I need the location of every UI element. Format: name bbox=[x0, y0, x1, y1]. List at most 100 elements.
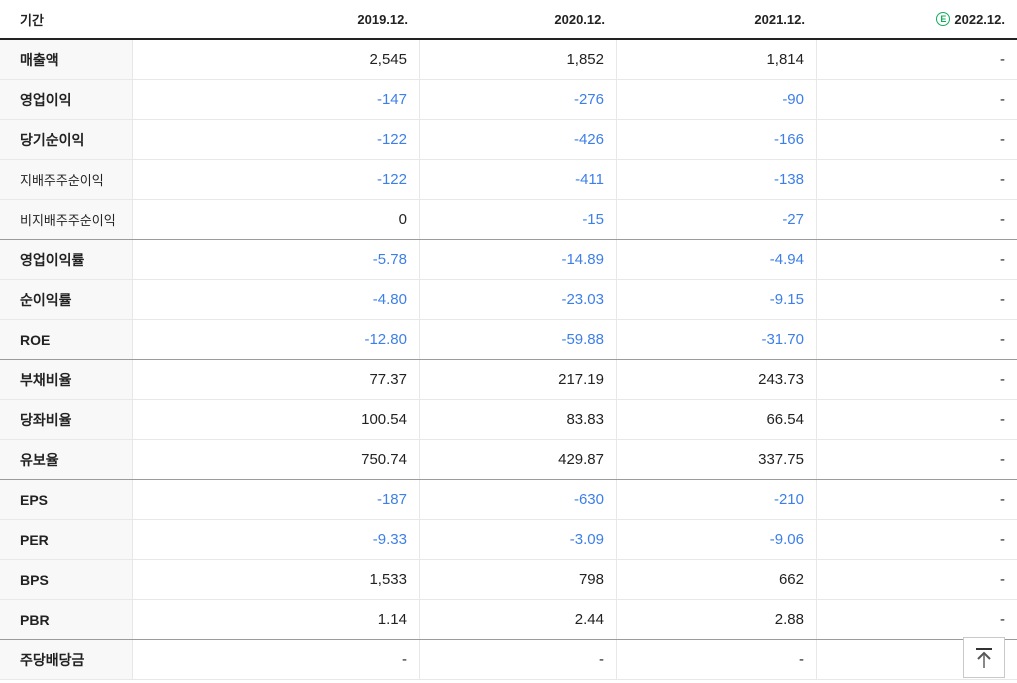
value-cell: - bbox=[817, 80, 1017, 119]
value-cell: -630 bbox=[420, 480, 617, 519]
value-cell: -4.94 bbox=[617, 240, 817, 279]
value-cell: -411 bbox=[420, 160, 617, 199]
value-cell: - bbox=[817, 120, 1017, 159]
value-cell: - bbox=[817, 320, 1017, 359]
value-cell: 1.14 bbox=[133, 600, 420, 639]
table-row: ROE -12.80 -59.88 -31.70- bbox=[0, 320, 1017, 360]
year-column-header-4-estimate: E 2022.12. bbox=[817, 12, 1017, 27]
table-row: 당좌비율 100.54 83.83 66.54- bbox=[0, 400, 1017, 440]
value-cell: -276 bbox=[420, 80, 617, 119]
table-row: 주당배당금---- bbox=[0, 640, 1017, 680]
value-cell: -4.80 bbox=[133, 280, 420, 319]
value-cell: 77.37 bbox=[133, 360, 420, 399]
value-cell: 2.88 bbox=[617, 600, 817, 639]
value-cell: - bbox=[133, 640, 420, 679]
table-row: 매출액 2,545 1,852 1,814- bbox=[0, 40, 1017, 80]
row-label: 매출액 bbox=[0, 40, 133, 79]
row-label: 순이익률 bbox=[0, 280, 133, 319]
value-cell: 83.83 bbox=[420, 400, 617, 439]
value-cell: -9.06 bbox=[617, 520, 817, 559]
table-row: 지배주주순이익 -122 -411 -138- bbox=[0, 160, 1017, 200]
value-cell: -187 bbox=[133, 480, 420, 519]
value-cell: - bbox=[420, 640, 617, 679]
table-row: 부채비율 77.37 217.19 243.73- bbox=[0, 360, 1017, 400]
value-cell: 0 bbox=[133, 200, 420, 239]
value-cell: -90 bbox=[617, 80, 817, 119]
row-label: 당기순이익 bbox=[0, 120, 133, 159]
year-label: 2022.12. bbox=[954, 11, 1005, 27]
row-label: ROE bbox=[0, 320, 133, 359]
value-cell: - bbox=[817, 200, 1017, 239]
value-cell: 66.54 bbox=[617, 400, 817, 439]
value-cell: -3.09 bbox=[420, 520, 617, 559]
value-cell: 1,814 bbox=[617, 40, 817, 79]
row-label: EPS bbox=[0, 480, 133, 519]
value-cell: -5.78 bbox=[133, 240, 420, 279]
value-cell: - bbox=[817, 560, 1017, 599]
value-cell: 243.73 bbox=[617, 360, 817, 399]
value-cell: 662 bbox=[617, 560, 817, 599]
table-header-row: 기간 2019.12. 2020.12. 2021.12. E 2022.12. bbox=[0, 0, 1017, 40]
year-column-header-3: 2021.12. bbox=[617, 12, 817, 27]
year-column-header-1: 2019.12. bbox=[133, 12, 420, 27]
value-cell: - bbox=[817, 440, 1017, 479]
value-cell: -15 bbox=[420, 200, 617, 239]
value-cell: 1,533 bbox=[133, 560, 420, 599]
value-cell: - bbox=[817, 400, 1017, 439]
table-row: 순이익률 -4.80 -23.03 -9.15- bbox=[0, 280, 1017, 320]
value-cell: -23.03 bbox=[420, 280, 617, 319]
row-label: 당좌비율 bbox=[0, 400, 133, 439]
value-cell: 100.54 bbox=[133, 400, 420, 439]
year-label: 2019.12. bbox=[357, 11, 408, 27]
value-cell: - bbox=[817, 280, 1017, 319]
value-cell: -31.70 bbox=[617, 320, 817, 359]
year-label: 2021.12. bbox=[754, 11, 805, 27]
period-column-header: 기간 bbox=[20, 12, 44, 28]
value-cell: 429.87 bbox=[420, 440, 617, 479]
table-row: 영업이익 -147 -276 -90- bbox=[0, 80, 1017, 120]
table-row: PER -9.33 -3.09 -9.06- bbox=[0, 520, 1017, 560]
row-label: 주당배당금 bbox=[0, 640, 133, 679]
row-label: 부채비율 bbox=[0, 360, 133, 399]
value-cell: -9.15 bbox=[617, 280, 817, 319]
table-row: BPS 1,533 798 662- bbox=[0, 560, 1017, 600]
value-cell: -12.80 bbox=[133, 320, 420, 359]
value-cell: 1,852 bbox=[420, 40, 617, 79]
row-label: 유보율 bbox=[0, 440, 133, 479]
value-cell: -122 bbox=[133, 160, 420, 199]
value-cell: -27 bbox=[617, 200, 817, 239]
row-label: PBR bbox=[0, 600, 133, 639]
value-cell: -138 bbox=[617, 160, 817, 199]
value-cell: - bbox=[617, 640, 817, 679]
value-cell: -147 bbox=[133, 80, 420, 119]
value-cell: - bbox=[817, 480, 1017, 519]
table-row: 비지배주주순이익 0 -15 -27- bbox=[0, 200, 1017, 240]
value-cell: 2.44 bbox=[420, 600, 617, 639]
table-body: 매출액 2,545 1,852 1,814- 영업이익 -147 -276 -90- 당기순이익… bbox=[0, 40, 1017, 680]
value-cell: - bbox=[817, 520, 1017, 559]
row-label: 영업이익 bbox=[0, 80, 133, 119]
table-row: 유보율 750.74 429.87 337.75- bbox=[0, 440, 1017, 480]
year-column-header-2: 2020.12. bbox=[420, 12, 617, 27]
estimate-circled-e-icon: E bbox=[936, 12, 951, 26]
year-label: 2020.12. bbox=[554, 11, 605, 27]
value-cell: - bbox=[817, 240, 1017, 279]
value-cell: -426 bbox=[420, 120, 617, 159]
table-row: 당기순이익 -122 -426 -166- bbox=[0, 120, 1017, 160]
value-cell: 798 bbox=[420, 560, 617, 599]
value-cell: -166 bbox=[617, 120, 817, 159]
row-label: 지배주주순이익 bbox=[0, 160, 133, 199]
value-cell: -210 bbox=[617, 480, 817, 519]
value-cell: -14.89 bbox=[420, 240, 617, 279]
scroll-to-top-button[interactable] bbox=[963, 637, 1005, 678]
value-cell: 337.75 bbox=[617, 440, 817, 479]
value-cell: - bbox=[817, 40, 1017, 79]
value-cell: 2,545 bbox=[133, 40, 420, 79]
table-row: EPS -187 -630 -210- bbox=[0, 480, 1017, 520]
table-row: PBR 1.14 2.44 2.88- bbox=[0, 600, 1017, 640]
value-cell: 750.74 bbox=[133, 440, 420, 479]
row-label: PER bbox=[0, 520, 133, 559]
value-cell: -9.33 bbox=[133, 520, 420, 559]
value-cell: -122 bbox=[133, 120, 420, 159]
